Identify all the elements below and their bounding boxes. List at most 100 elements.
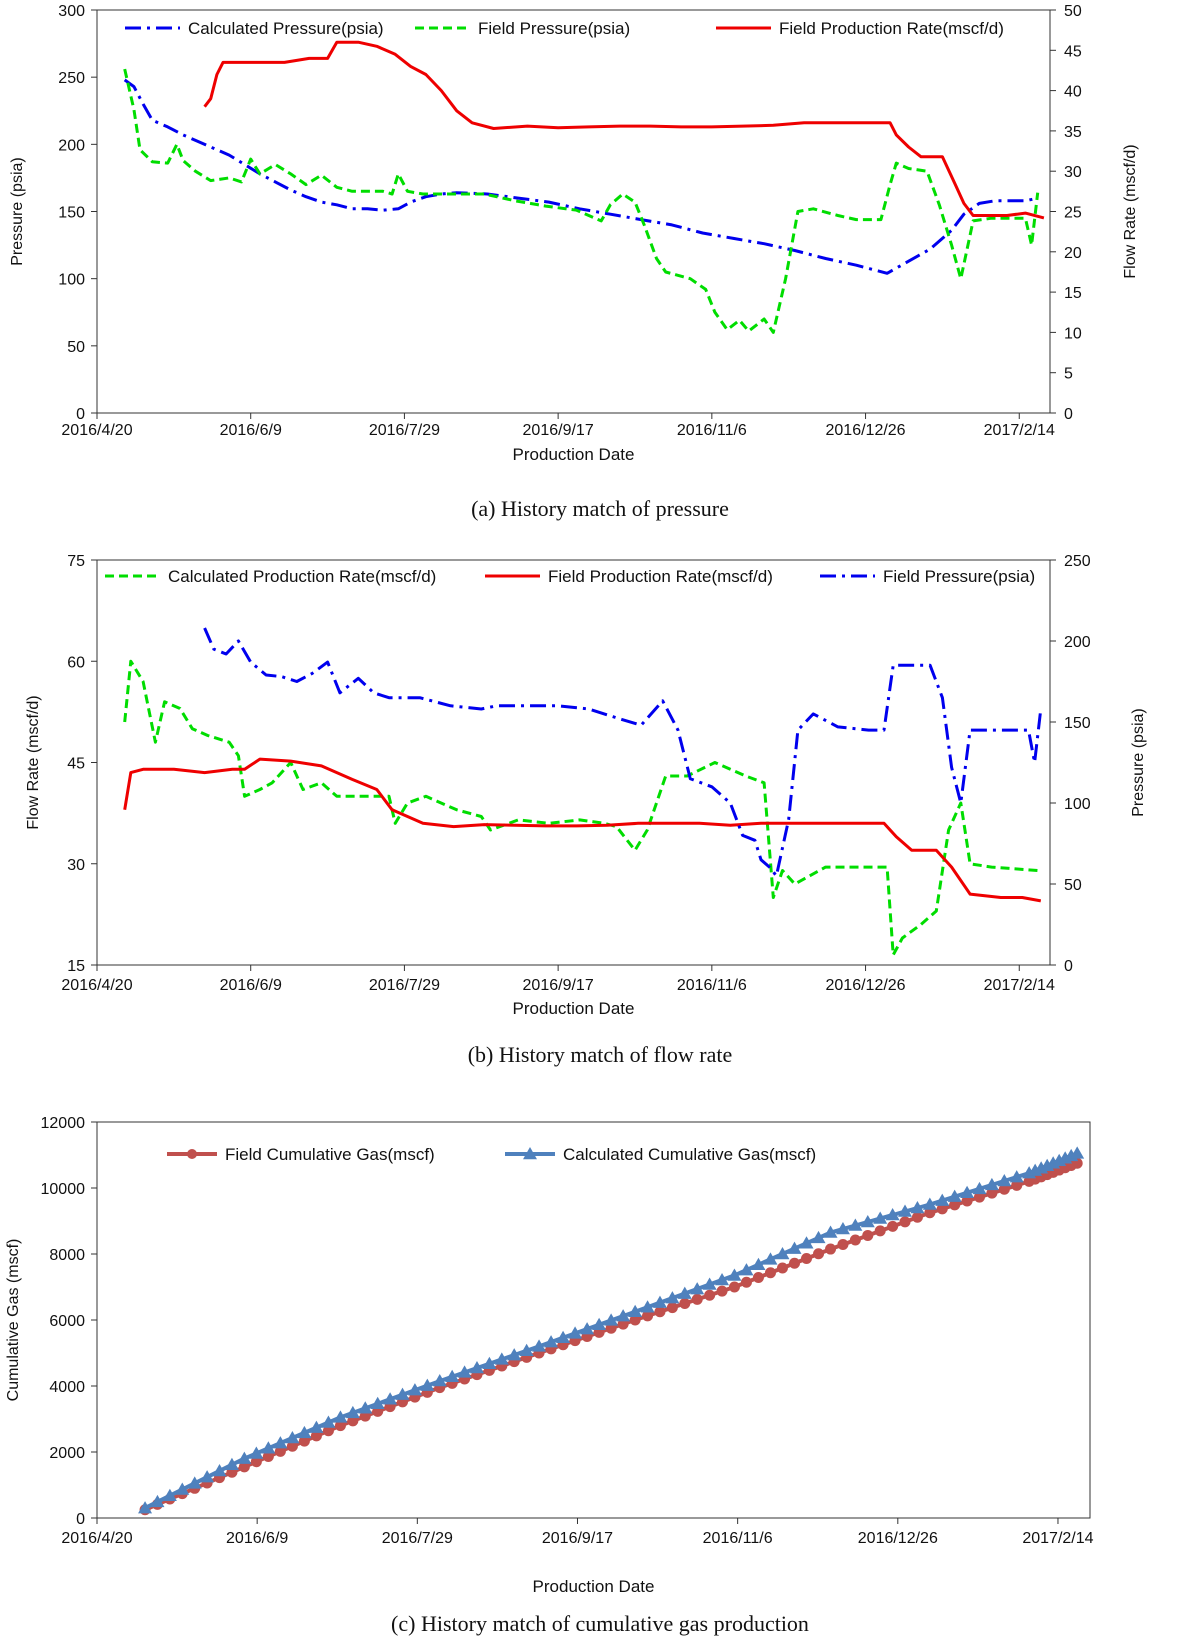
y2-tick-label: 100 [1064,796,1091,813]
flow-rate-history-chart: 2016/4/20 2016/6/9 2016/7/29 2016/9/17 2016/… [25,553,1147,1018]
chart-panel-c: 2016/4/20 2016/6/9 2016/7/29 2016/9/17 2016/… [0,1090,1200,1600]
data-point [813,1248,825,1260]
data-point [775,1247,790,1260]
data-point [187,1476,202,1489]
y-tick-label: 250 [58,70,85,87]
y-tick-label: 60 [67,654,85,671]
x-tick-label: 2016/6/9 [226,1530,288,1547]
data-point [285,1430,300,1444]
y-tick-label: 15 [67,958,85,975]
plot-frame [96,9,1051,414]
y2-tick-label: 5 [1064,366,1073,383]
data-point [823,1225,838,1238]
x-tick-label: 2016/4/20 [61,422,132,439]
data-point [960,1185,975,1198]
data-point [922,1197,937,1210]
series-line [203,40,1045,220]
caption-b: (b) History match of flow rate [467,1042,733,1067]
y2-tick-label: 15 [1064,285,1082,302]
x-tick-label: 2016/7/29 [369,422,440,439]
data-point [947,1189,962,1202]
data-point [873,1211,888,1224]
data-point [1070,1146,1085,1159]
y-tick-label: 12000 [41,1115,86,1132]
plot-frame [96,559,1051,966]
data-point [997,1173,1012,1187]
data-point [862,1229,874,1241]
data-point [544,1335,559,1348]
data-point [420,1378,435,1391]
y-axis-label: Flow Rate (mscf/d) [25,695,42,829]
data-point [395,1387,410,1400]
x-tick-label: 2016/4/20 [61,1530,132,1547]
data-point [345,1405,360,1419]
data-point [150,1494,165,1508]
data-point [984,1177,999,1191]
data-point [432,1374,447,1387]
x-tick-label: 2016/12/26 [826,977,906,994]
x-tick-label: 2016/11/6 [703,1530,773,1547]
legend-label: Field Pressure(psia) [478,19,630,38]
data-point [751,1257,766,1270]
data-point [874,1225,886,1237]
series-line [203,627,1043,878]
data-point [162,1488,177,1501]
data-point [899,1216,911,1228]
x-tick-label: 2016/11/6 [677,977,747,994]
data-point [849,1234,861,1246]
y2-tick-label: 200 [1064,634,1091,651]
data-point [763,1252,778,1265]
data-point [261,1441,276,1454]
data-point [935,1193,950,1206]
data-point [321,1415,336,1428]
data-point [212,1463,227,1477]
data-point [445,1369,460,1382]
y2-tick-label: 250 [1064,553,1091,570]
y2-tick-label: 50 [1064,877,1082,894]
legend-label: Field Production Rate(mscf/d) [779,19,1004,38]
data-point [592,1317,607,1330]
y2-tick-label: 30 [1064,164,1082,181]
data-point [727,1268,742,1281]
y2-tick-label: 20 [1064,245,1082,262]
x-tick-label: 2016/11/6 [677,422,747,439]
data-point [494,1352,509,1365]
data-point [640,1300,655,1313]
data-point [519,1343,534,1356]
y2-tick-label: 25 [1064,205,1082,222]
series-line [144,1161,1078,1512]
y-tick-label: 45 [67,756,85,773]
data-point [910,1201,925,1214]
x-tick-label: 2016/6/9 [220,977,282,994]
y2-tick-label: 150 [1064,715,1091,732]
y-tick-label: 75 [67,553,85,570]
x-tick-label: 2017/2/14 [984,422,1055,439]
data-point [972,1181,987,1195]
data-point [752,1272,764,1284]
y-tick-label: 6000 [49,1313,85,1330]
legend-marker [523,1147,537,1160]
y-tick-label: 0 [76,406,85,423]
data-point [715,1272,730,1286]
x-axis-label: Production Date [513,999,635,1018]
legend-label: Calculated Pressure(psia) [188,19,384,38]
data-point [407,1383,422,1396]
data-point [249,1446,264,1459]
x-tick-label: 2017/2/14 [1022,1530,1093,1547]
series-line [123,659,1038,957]
data-point [825,1243,837,1255]
x-tick-label: 2016/6/9 [220,422,282,439]
data-point [297,1425,312,1439]
y2-tick-label: 45 [1064,43,1082,60]
data-point [799,1236,814,1249]
data-point [898,1204,913,1217]
series-line [123,78,1039,275]
legend-label: Calculated Production Rate(mscf/d) [168,567,436,586]
data-point [532,1339,547,1352]
data-point [691,1293,703,1305]
y-tick-label: 10000 [41,1181,86,1198]
data-point [580,1322,595,1335]
data-point [383,1392,398,1405]
legend-label: Field Production Rate(mscf/d) [548,567,773,586]
x-axis-label: Production Date [513,445,635,464]
